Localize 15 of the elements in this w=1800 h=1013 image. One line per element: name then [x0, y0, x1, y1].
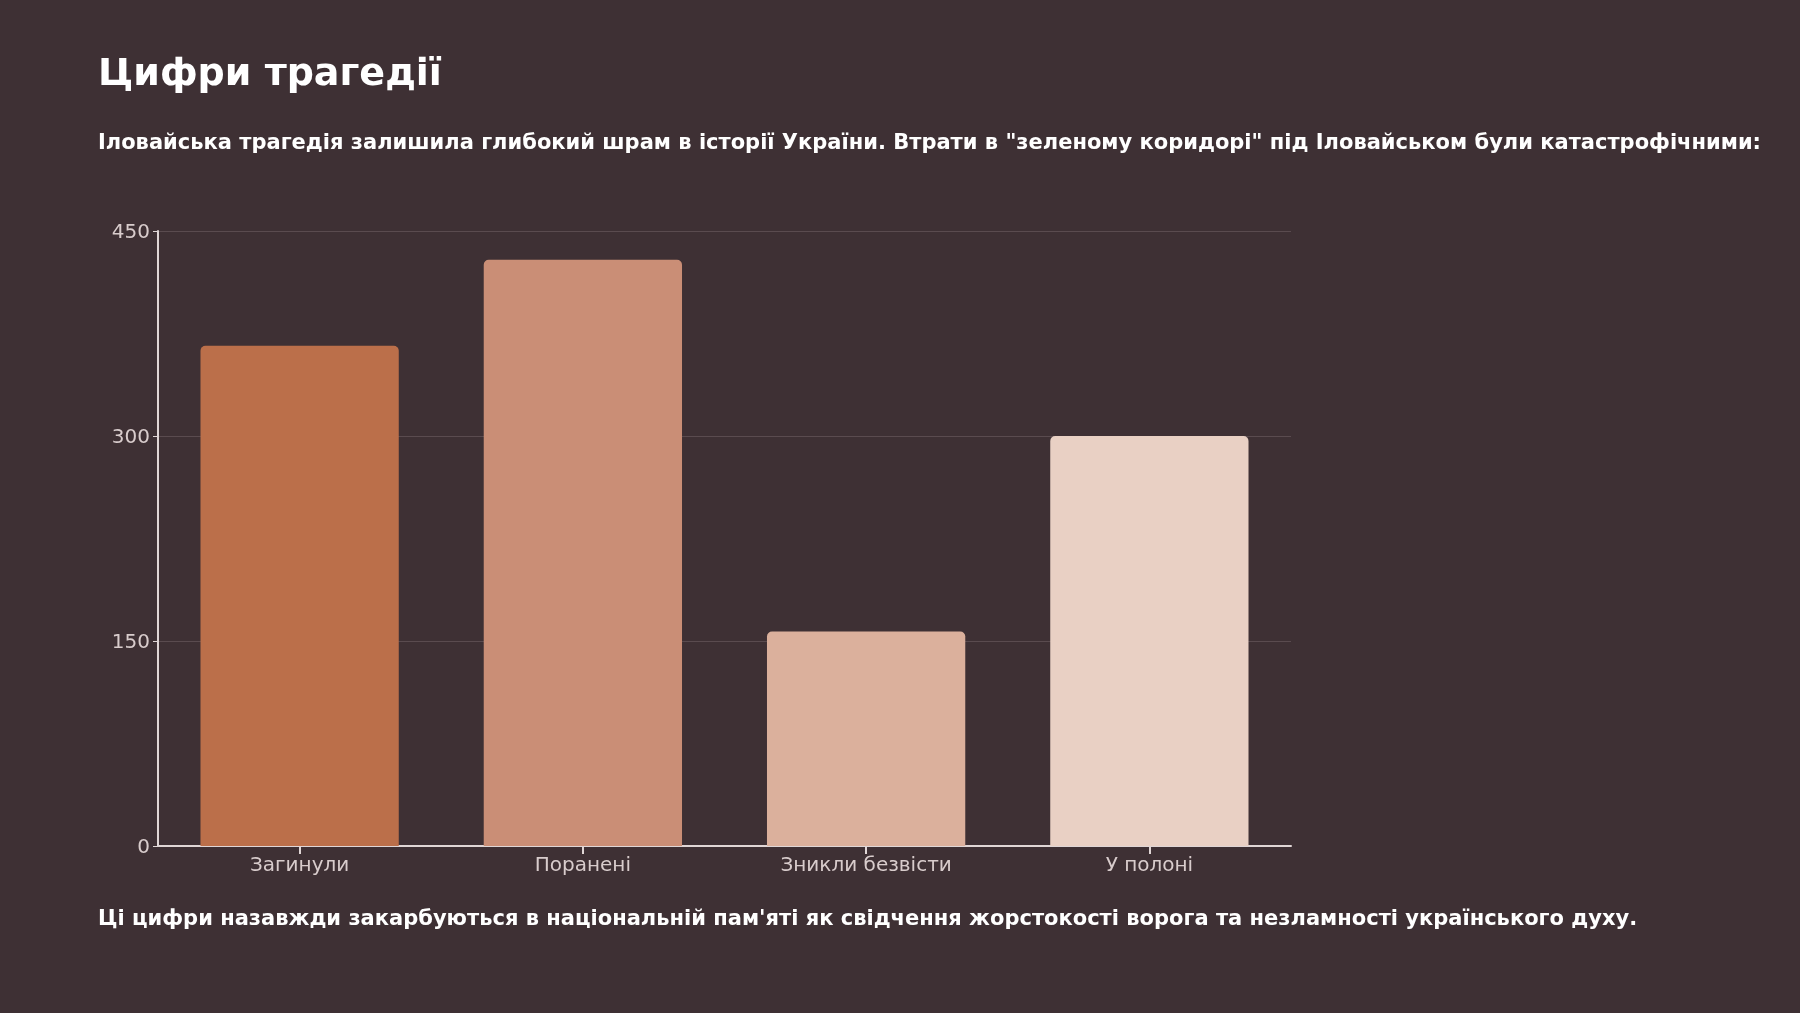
y-tick-label: 300 [111, 424, 150, 448]
x-tick-label: Загинули [249, 852, 350, 876]
bar [200, 345, 399, 846]
chart-title: Цифри трагедії [98, 50, 442, 94]
bar [1050, 436, 1249, 846]
chart-subtitle: Іловайська трагедія залишила глибокий шрам в історії України. Втрати в "зеленому коридорі" під Іловайськом були катастрофічними: [98, 130, 1763, 154]
bar [766, 631, 966, 846]
y-tick-label: 450 [111, 219, 150, 243]
x-tick-label: Зникли безвісти [780, 852, 952, 876]
x-tick-label: Поранені [534, 852, 631, 876]
x-tick-label: У полоні [1105, 852, 1194, 876]
text: Ці цифри назавжди закарбуються в національній пам'яті як свідчення жорстокості ворога та незламності українського духу. [98, 906, 1639, 930]
y-tick-label: 0 [137, 834, 150, 858]
bar [483, 259, 683, 846]
y-tick-label: 150 [111, 629, 150, 653]
